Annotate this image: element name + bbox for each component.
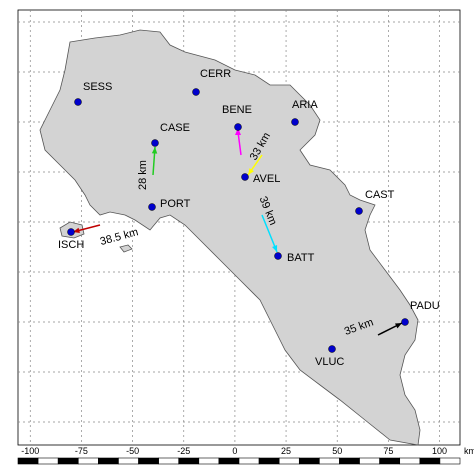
station (67, 228, 75, 236)
scale-segment (198, 457, 220, 465)
station-label: VLUC (315, 356, 344, 368)
scale-segment (258, 457, 280, 465)
scale-segment (218, 457, 240, 465)
scale-segment (98, 457, 119, 465)
scale-segment (319, 457, 340, 465)
scale-segment (178, 457, 200, 465)
scale-segment (359, 457, 380, 465)
station (74, 98, 82, 106)
arrow-head (272, 245, 278, 252)
x-tick-label: 50 (332, 446, 342, 456)
scale-segment (278, 457, 300, 465)
station-label: PADU (410, 300, 440, 312)
scale-segment (379, 457, 401, 465)
station-label: SESS (83, 81, 112, 93)
scale-segment (77, 457, 99, 465)
x-tick-label: 100 (432, 446, 447, 456)
x-tick-label: 25 (281, 446, 291, 456)
station (148, 203, 156, 211)
scale-segment (439, 457, 461, 465)
station (241, 173, 249, 181)
distance-label: 28 km (137, 160, 149, 190)
scale-segment (17, 457, 39, 465)
scale-segment (138, 457, 159, 465)
arrow (237, 131, 242, 156)
station-label: BATT (287, 252, 315, 264)
station-label: ARIA (292, 99, 318, 111)
station-label: AVEL (253, 173, 280, 185)
scale-segment (339, 457, 360, 465)
x-tick-label: -50 (126, 446, 139, 456)
scale-segment (37, 457, 59, 465)
x-tick-label: -75 (75, 446, 88, 456)
x-tick-label: -25 (177, 446, 190, 456)
scale-segment (158, 457, 180, 465)
scale-bar (17, 457, 461, 465)
scale-segment (298, 457, 320, 465)
arrow-head (395, 323, 402, 329)
station (328, 345, 336, 353)
axis-unit: km (464, 446, 474, 456)
scale-segment (57, 457, 79, 465)
station (234, 123, 242, 131)
station (291, 118, 299, 126)
station-label: PORT (160, 198, 191, 210)
arrow-head (248, 168, 254, 175)
station-label: BENE (222, 104, 252, 116)
x-tick-label: 75 (383, 446, 393, 456)
region (39, 29, 421, 446)
station (192, 88, 200, 96)
arrow-head (151, 147, 158, 154)
scale-segment (238, 457, 260, 465)
island (119, 244, 133, 253)
arrow-head (235, 128, 241, 135)
station-label: CASE (160, 122, 190, 134)
station (401, 318, 409, 326)
scale-segment (399, 457, 421, 465)
x-tick-label: 0 (232, 446, 237, 456)
station-label: ISCH (58, 239, 84, 251)
scale-segment (118, 457, 139, 465)
station-label: CAST (365, 189, 395, 201)
station (355, 207, 363, 215)
station (274, 252, 282, 260)
station-label: CERR (200, 68, 231, 80)
x-tick-label: -100 (21, 446, 39, 456)
station (151, 139, 159, 147)
scale-segment (419, 457, 441, 465)
arrow (261, 214, 278, 253)
